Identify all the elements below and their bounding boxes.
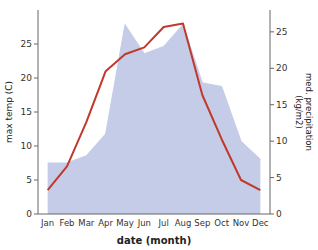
right-tick: [270, 31, 274, 32]
x-tick-label: Jul: [158, 218, 169, 228]
left-tick-label: 25: [21, 39, 32, 49]
right-tick-label: 25: [276, 27, 287, 37]
x-tick-label: Jan: [40, 218, 54, 228]
axes: 0 5 10 15 20 25 0 5 10 15 20 25 Jan Feb MarAprMayJun Ju…: [21, 10, 288, 228]
left-tick: [34, 180, 38, 181]
left-tick: [34, 112, 38, 113]
right-tick-label: 0: [276, 209, 282, 219]
right-tick-label: 20: [276, 63, 288, 73]
right-tick-label: 10: [276, 136, 288, 146]
marks: [48, 24, 261, 214]
temperature-line: [48, 24, 261, 191]
x-tick-label: May: [116, 218, 134, 228]
left-tick: [34, 214, 38, 215]
x-tick-label: Feb: [59, 218, 74, 228]
left-tick-label: 5: [26, 175, 32, 185]
right-axis-line: [270, 10, 271, 214]
x-tick-label: Apr: [98, 218, 113, 228]
left-tick-label: 10: [21, 141, 33, 151]
x-tick-label: Oct: [214, 218, 229, 228]
x-tick-label: Jun: [137, 218, 151, 228]
right-tick-label: 15: [276, 100, 287, 110]
x-axis-line: [38, 214, 270, 215]
left-tick-label: 20: [21, 73, 33, 83]
right-tick: [270, 141, 274, 142]
left-tick: [34, 78, 38, 79]
left-tick-label: 15: [21, 107, 32, 117]
left-tick: [34, 44, 38, 45]
right-tick: [270, 214, 274, 215]
chart-container: 0 5 10 15 20 25 0 5 10 15 20 25 Jan Feb MarAprMayJun Ju…: [0, 0, 318, 250]
x-tick-label: Aug: [175, 218, 192, 228]
x-tick-label: Dec: [252, 218, 269, 228]
x-axis-label: date (month): [117, 235, 191, 246]
x-tick-label: Mar: [78, 218, 95, 228]
right-axis-label-line: (kg/m2): [294, 95, 304, 129]
left-axis-label: max temp (C): [4, 81, 14, 143]
chart: 0 5 10 15 20 25 0 5 10 15 20 25 Jan Feb MarAprMayJun Ju…: [0, 0, 318, 250]
precipitation-area: [48, 25, 261, 214]
right-axis-label-line: med. precipitation: [304, 73, 314, 151]
x-tick-label: Sep: [194, 218, 210, 228]
right-tick: [270, 104, 274, 105]
right-tick: [270, 68, 274, 69]
right-axis-label: med. precipitation(kg/m2): [294, 73, 314, 151]
page: {"chart_data": {"type": "line", "categor…: [0, 0, 318, 250]
right-tick-label: 5: [276, 173, 282, 183]
precipitation-edge: [48, 25, 261, 163]
right-tick: [270, 177, 274, 178]
left-tick-label: 0: [26, 209, 32, 219]
left-tick: [34, 146, 38, 147]
x-tick-label: Nov: [233, 218, 250, 228]
